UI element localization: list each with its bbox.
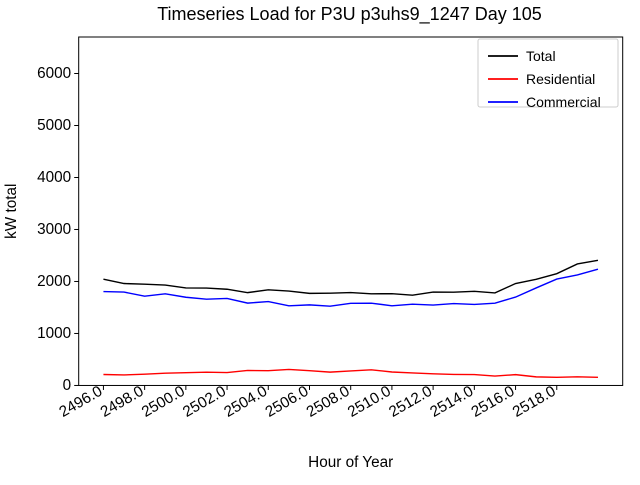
- svg-text:Commercial: Commercial: [526, 94, 601, 110]
- svg-text:3000: 3000: [37, 221, 71, 238]
- svg-text:4000: 4000: [37, 169, 71, 186]
- svg-text:1000: 1000: [37, 325, 71, 342]
- svg-text:Hour of Year: Hour of Year: [308, 454, 393, 471]
- svg-text:0: 0: [63, 377, 72, 394]
- svg-text:Total: Total: [526, 48, 556, 64]
- svg-text:Residential: Residential: [526, 71, 595, 87]
- svg-text:6000: 6000: [37, 65, 71, 82]
- svg-text:2000: 2000: [37, 273, 71, 290]
- svg-text:kW total: kW total: [3, 184, 20, 239]
- svg-text:Timeseries Load for P3U p3uhs9: Timeseries Load for P3U p3uhs9_1247 Day …: [157, 4, 542, 25]
- svg-text:5000: 5000: [37, 117, 71, 134]
